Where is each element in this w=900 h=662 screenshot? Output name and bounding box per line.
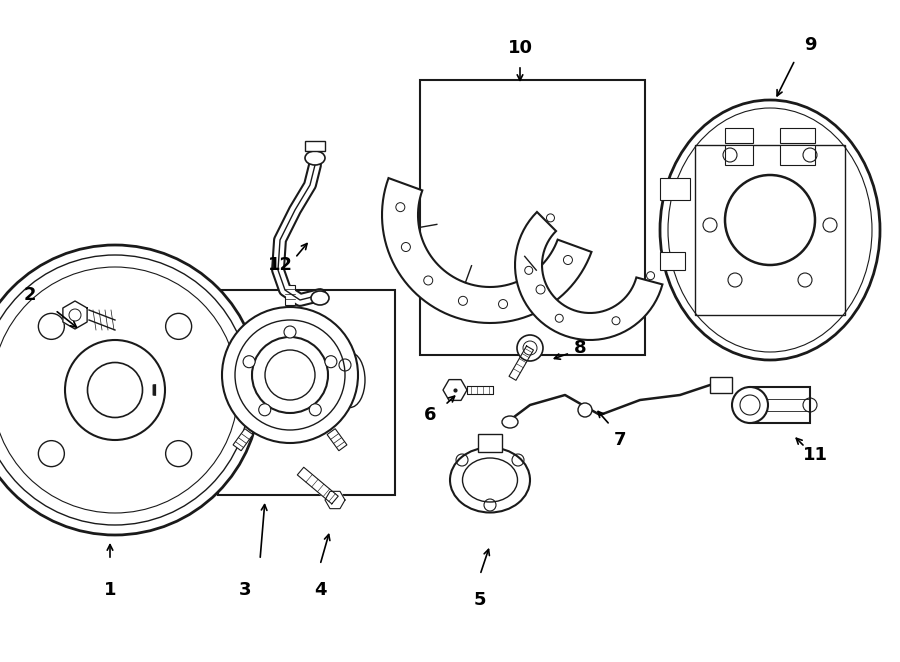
Bar <box>725 128 753 143</box>
Ellipse shape <box>660 100 880 360</box>
Circle shape <box>517 335 543 361</box>
Text: 8: 8 <box>573 339 586 357</box>
Circle shape <box>222 307 358 443</box>
Polygon shape <box>63 301 87 329</box>
Polygon shape <box>327 429 346 451</box>
Polygon shape <box>515 212 662 340</box>
Bar <box>478 434 502 452</box>
Polygon shape <box>509 346 534 380</box>
Bar <box>305 141 325 151</box>
Circle shape <box>166 313 192 340</box>
Circle shape <box>325 355 337 367</box>
Bar <box>420 80 645 355</box>
Circle shape <box>39 441 65 467</box>
Bar <box>780 145 815 165</box>
Polygon shape <box>297 467 338 504</box>
Bar <box>218 290 395 495</box>
Circle shape <box>166 441 192 467</box>
Bar <box>780 128 815 143</box>
Polygon shape <box>233 429 253 451</box>
Polygon shape <box>325 491 345 508</box>
Polygon shape <box>382 178 591 323</box>
Circle shape <box>578 403 592 417</box>
Ellipse shape <box>335 352 365 408</box>
Circle shape <box>243 355 255 367</box>
Circle shape <box>284 326 296 338</box>
Text: 7: 7 <box>614 431 626 449</box>
Circle shape <box>310 404 321 416</box>
Text: 6: 6 <box>424 406 436 424</box>
Text: 5: 5 <box>473 591 486 609</box>
Text: 4: 4 <box>314 581 327 599</box>
Ellipse shape <box>502 416 518 428</box>
Bar <box>750 387 810 423</box>
Text: 3: 3 <box>238 581 251 599</box>
Circle shape <box>0 245 260 535</box>
Polygon shape <box>285 285 295 305</box>
Ellipse shape <box>311 291 329 305</box>
Polygon shape <box>467 386 493 394</box>
Text: 1: 1 <box>104 581 116 599</box>
Circle shape <box>732 387 768 423</box>
Text: 10: 10 <box>508 39 533 57</box>
Bar <box>660 252 685 270</box>
Text: 2: 2 <box>23 286 36 304</box>
Circle shape <box>258 404 271 416</box>
Polygon shape <box>443 379 467 401</box>
Text: 12: 12 <box>267 256 293 274</box>
Text: 11: 11 <box>803 446 827 464</box>
Bar <box>725 145 753 165</box>
Text: 9: 9 <box>804 36 816 54</box>
Bar <box>695 145 845 315</box>
Bar <box>710 377 732 393</box>
Bar <box>660 178 690 200</box>
Circle shape <box>39 313 65 340</box>
Ellipse shape <box>305 151 325 165</box>
Ellipse shape <box>450 448 530 512</box>
